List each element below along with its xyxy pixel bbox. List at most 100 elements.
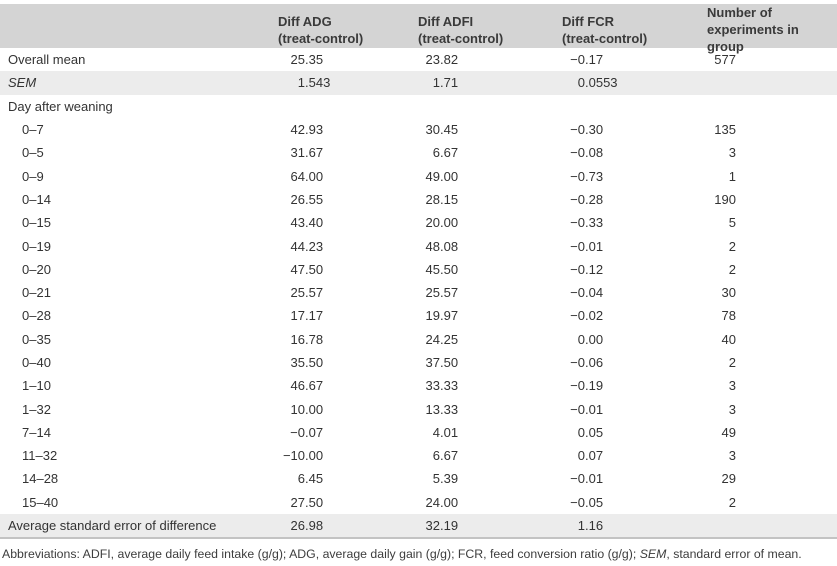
- cell-adg: 17.17: [278, 308, 418, 323]
- row-label: 7–14: [22, 424, 51, 440]
- cell-fcr: −0.05: [562, 495, 707, 510]
- value-fraction-part: .67: [440, 145, 459, 161]
- cell-fcr: 1.16: [562, 518, 707, 533]
- cell-adfi: 4.01: [418, 425, 562, 440]
- row-label: 1–10: [22, 378, 51, 394]
- cell-fcr: −0.12: [562, 262, 707, 277]
- value-integer-part: −0: [570, 122, 585, 138]
- header-label: Number of: [707, 5, 772, 20]
- cell-fcr: −0.04: [562, 285, 707, 300]
- cell-adg: 27.50: [278, 495, 418, 510]
- table-row: Average standard error of difference 26.9…: [0, 513, 837, 538]
- abbreviations-footnote: Abbreviations: ADFI, average daily feed …: [0, 547, 837, 561]
- table-row: 0–40 35.50 37.50 −0.06 2: [0, 351, 837, 374]
- table-row: 15–40 27.50 24.00 −0.05 2: [0, 491, 837, 514]
- cell-adfi: 13.33: [418, 402, 562, 417]
- cell-fcr: −0.01: [562, 239, 707, 254]
- value-integer-part: 1: [432, 75, 440, 91]
- table-row: 14–28 6.45 5.39 −0.01 29: [0, 467, 837, 490]
- value-fraction-part: .01: [585, 401, 604, 417]
- cell-adg: 6.45: [278, 471, 418, 486]
- value-fraction-part: .00: [305, 401, 324, 417]
- cell-adg: 31.67: [278, 145, 418, 160]
- value-integer-part: 49: [425, 168, 440, 184]
- table-row: 0–28 17.17 19.97 −0.02 78: [0, 304, 837, 327]
- cell-experiment-count: 135: [714, 122, 736, 138]
- cell-fcr: −0.02: [562, 308, 707, 323]
- cell-fcr: −0.17: [562, 52, 707, 67]
- cell-experiment-count: 49: [721, 424, 736, 440]
- cell-fcr: −0.30: [562, 122, 707, 137]
- table-row: 0–9 64.00 49.00 −0.73 1: [0, 164, 837, 187]
- value-integer-part: 30: [425, 122, 440, 138]
- cell-adg: 26.98: [278, 518, 418, 533]
- value-fraction-part: .78: [305, 331, 324, 347]
- row-label: 0–5: [22, 145, 44, 161]
- value-fraction-part: .0553: [585, 75, 618, 91]
- value-integer-part: 32: [425, 518, 440, 534]
- value-integer-part: 1: [297, 75, 305, 91]
- cell-fcr: −0.33: [562, 215, 707, 230]
- cell-fcr: −0.06: [562, 355, 707, 370]
- value-integer-part: 24: [425, 494, 440, 510]
- cell-experiment-count: 190: [714, 191, 736, 207]
- value-integer-part: 0: [577, 331, 585, 347]
- table-row: 7–14 −0.07 4.01 0.05 49: [0, 421, 837, 444]
- cell-adg: 47.50: [278, 262, 418, 277]
- value-integer-part: 44: [290, 238, 305, 254]
- cell-adg: 43.40: [278, 215, 418, 230]
- value-integer-part: 0: [577, 75, 585, 91]
- cell-adfi: 48.08: [418, 239, 562, 254]
- value-fraction-part: .45: [440, 122, 459, 138]
- value-fraction-part: .17: [585, 52, 604, 68]
- header-cell-diff-adg: Diff ADG (treat-control): [278, 13, 418, 47]
- value-fraction-part: .50: [305, 355, 324, 370]
- cell-adfi: 49.00: [418, 169, 562, 184]
- value-fraction-part: .33: [440, 378, 459, 394]
- cell-experiment-count: 1: [728, 168, 736, 184]
- cell-experiment-count: 2: [728, 494, 736, 510]
- value-integer-part: −0: [570, 494, 585, 510]
- row-label: Overall mean: [8, 52, 86, 68]
- table-row: 0–35 16.78 24.25 0.00 40: [0, 328, 837, 351]
- value-integer-part: 33: [425, 378, 440, 394]
- cell-experiment-count: 3: [728, 378, 736, 394]
- value-integer-part: 43: [290, 215, 305, 231]
- cell-adfi: 19.97: [418, 308, 562, 323]
- value-fraction-part: .33: [585, 215, 604, 231]
- row-label: 0–14: [22, 191, 51, 207]
- cell-fcr: −0.73: [562, 169, 707, 184]
- value-fraction-part: .50: [305, 494, 324, 510]
- row-label: 11–32: [22, 448, 58, 464]
- table-header-row: Diff ADG (treat-control) Diff ADFI (trea…: [0, 4, 837, 54]
- value-fraction-part: .00: [305, 168, 324, 184]
- value-integer-part: −0: [570, 145, 585, 161]
- value-fraction-part: .08: [440, 238, 459, 254]
- cell-adg: 25.57: [278, 285, 418, 300]
- cell-experiment-count: 40: [721, 331, 736, 347]
- footnote-sem-abbrev: SEM: [639, 547, 667, 562]
- value-integer-part: −0: [570, 308, 585, 324]
- cell-experiment-count: 78: [721, 308, 736, 324]
- value-fraction-part: .05: [585, 424, 604, 440]
- value-fraction-part: .16: [585, 518, 604, 534]
- value-fraction-part: .67: [440, 448, 459, 464]
- value-integer-part: −0: [570, 238, 585, 254]
- cell-adfi: 45.50: [418, 262, 562, 277]
- row-label: 0–21: [22, 285, 51, 301]
- header-sublabel: experiments in group: [707, 22, 799, 54]
- row-label: 0–35: [22, 331, 51, 347]
- value-fraction-part: .543: [305, 75, 331, 91]
- value-fraction-part: .00: [440, 494, 459, 510]
- cell-fcr: −0.01: [562, 402, 707, 417]
- cell-adfi: 6.67: [418, 448, 562, 463]
- value-integer-part: 5: [432, 471, 440, 487]
- cell-adg: 1.543: [278, 75, 418, 90]
- footnote-text-after: , standard error of mean.: [666, 547, 802, 562]
- value-integer-part: 26: [290, 518, 305, 534]
- value-integer-part: −0: [570, 52, 585, 68]
- value-fraction-part: .35: [305, 52, 324, 68]
- value-integer-part: 1: [577, 518, 585, 534]
- value-integer-part: 13: [425, 401, 440, 417]
